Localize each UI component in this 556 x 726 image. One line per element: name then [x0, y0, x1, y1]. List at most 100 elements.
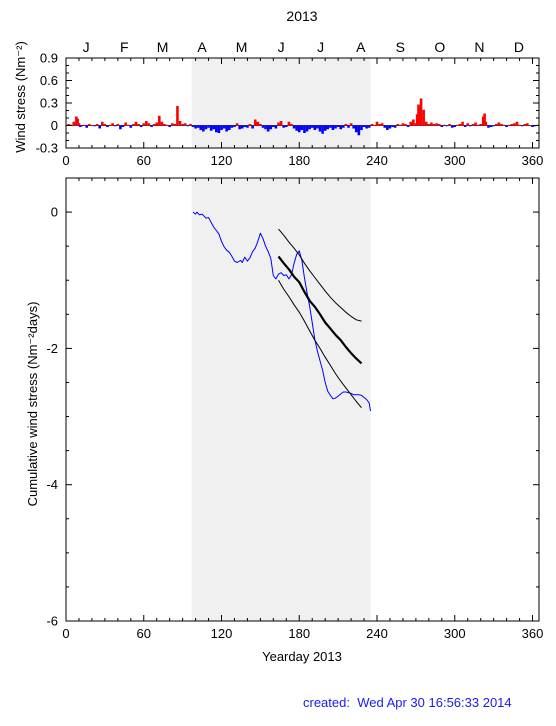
- x-tick-label: 360: [522, 626, 544, 641]
- month-label: F: [120, 39, 129, 55]
- month-label: O: [434, 39, 445, 55]
- wind-stress-bar: [507, 124, 511, 126]
- wind-stress-bar: [220, 125, 223, 130]
- wind-stress-bar: [85, 125, 89, 128]
- wind-stress-bar: [264, 125, 267, 130]
- wind-stress-bar: [212, 125, 216, 130]
- bottom-x-ticks: 0 60 120 180 240 300 360: [62, 178, 543, 641]
- wind-stress-bar: [430, 122, 433, 126]
- wind-stress-bar: [360, 125, 363, 130]
- wind-stress-bar: [393, 125, 397, 128]
- x-tick-label: 120: [211, 153, 233, 168]
- wind-stress-bar: [132, 124, 135, 126]
- wind-stress-bar: [404, 124, 407, 126]
- wind-stress-bar: [409, 121, 413, 126]
- wind-stress-bar: [230, 125, 234, 128]
- wind-stress-bar: [95, 124, 99, 126]
- wind-stress-bar: [357, 125, 361, 136]
- wind-stress-bar: [424, 121, 428, 126]
- wind-stress-bar: [344, 124, 348, 126]
- top-y-ticks: 0.9 0.6 0.3 0 -0.3: [36, 51, 539, 156]
- wind-stress-bar: [378, 124, 381, 126]
- wind-stress-bar: [474, 122, 477, 126]
- cumulative-trend-line: [277, 255, 363, 365]
- wind-stress-bar: [326, 125, 330, 130]
- wind-stress-bar: [386, 125, 389, 130]
- wind-stress-bar: [469, 125, 472, 127]
- bottom-plot-frame: [65, 177, 540, 622]
- wind-stress-bar: [134, 121, 138, 126]
- x-tick-label: 0: [62, 626, 69, 641]
- wind-stress-bar: [139, 125, 143, 127]
- cumulative-trend-line: [278, 279, 362, 409]
- wind-stress-bar: [199, 125, 203, 130]
- wind-stress-bar: [347, 125, 350, 128]
- wind-stress-bar: [183, 123, 187, 126]
- x-tick-label: 240: [366, 153, 388, 168]
- wind-stress-bars: [67, 98, 539, 136]
- wind-stress-bar: [453, 125, 457, 127]
- month-label: D: [514, 39, 524, 55]
- bottom-x-axis-label: Yearday 2013: [262, 649, 342, 664]
- wind-stress-bar: [502, 124, 506, 126]
- wind-stress-bar: [489, 125, 493, 127]
- wind-stress-bar: [178, 121, 182, 126]
- x-tick-label: 60: [137, 626, 151, 641]
- wind-stress-bar: [126, 124, 130, 126]
- month-label: S: [396, 39, 405, 55]
- wind-stress-bar: [189, 124, 192, 126]
- wind-stress-bar: [124, 122, 127, 126]
- y-tick-label: 0.9: [40, 51, 58, 66]
- wind-stress-bar: [336, 125, 340, 127]
- wind-stress-bar: [168, 125, 171, 127]
- wind-stress-bar: [163, 124, 166, 126]
- wind-stress-bar: [518, 124, 521, 126]
- wind-stress-bar: [248, 124, 252, 126]
- month-label: N: [474, 39, 484, 55]
- wind-stress-bar: [204, 125, 208, 130]
- wind-stress-bar: [471, 124, 475, 126]
- wind-stress-bar: [222, 125, 226, 129]
- wind-stress-bar: [316, 125, 319, 129]
- cumulative-lines: [192, 211, 371, 412]
- wind-stress-bar: [290, 124, 293, 126]
- wind-stress-bar: [450, 125, 454, 128]
- wind-stress-bar: [90, 125, 94, 127]
- wind-stress-bar: [240, 125, 244, 129]
- wind-stress-bar: [253, 119, 257, 126]
- x-tick-label: 120: [211, 626, 233, 641]
- wind-stress-bar: [243, 125, 247, 127]
- wind-stress-bar: [370, 124, 374, 126]
- bottom-y-axis-label: Cumulative wind stress (Nm⁻²days): [25, 302, 40, 507]
- wind-stress-bar: [215, 125, 218, 133]
- y-tick-label: -0.3: [36, 141, 58, 156]
- wind-stress-bar: [165, 124, 169, 126]
- x-tick-label: 180: [288, 153, 310, 168]
- bottom-shaded-period: [191, 178, 371, 621]
- wind-stress-bar: [492, 125, 495, 127]
- wind-stress-bar: [443, 124, 446, 126]
- wind-stress-panel: 0.9 0.6 0.3 0 -0.3 0 60 120 180 240 300 360 J F M A M J…: [13, 8, 543, 168]
- wind-stress-bar: [277, 122, 280, 126]
- wind-stress-bar: [406, 125, 410, 127]
- top-shaded-period: [191, 58, 371, 148]
- month-label: M: [236, 39, 248, 55]
- cumulative-trend-line: [278, 228, 362, 322]
- wind-stress-bar: [487, 125, 490, 128]
- wind-stress-bar: [300, 125, 304, 130]
- wind-stress-bar: [323, 125, 327, 131]
- wind-stress-bar: [445, 125, 449, 127]
- wind-stress-bar: [483, 113, 486, 126]
- x-tick-label: 240: [366, 626, 388, 641]
- wind-stress-bar: [259, 124, 262, 126]
- wind-stress-bar: [279, 121, 283, 126]
- wind-stress-bar: [67, 124, 70, 126]
- wind-stress-bar: [209, 125, 213, 131]
- cumulative-series-line: [192, 211, 371, 412]
- wind-stress-bar: [261, 125, 265, 128]
- wind-stress-bar: [269, 125, 273, 130]
- wind-stress-bar: [484, 121, 488, 126]
- month-label: A: [197, 39, 207, 55]
- y-tick-label: 0.6: [40, 73, 58, 88]
